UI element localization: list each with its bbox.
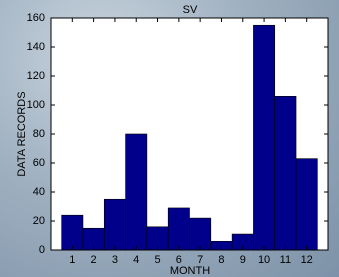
y-tick-label: 80 xyxy=(33,128,45,140)
y-tick-label: 100 xyxy=(27,99,45,111)
x-tick-label: 7 xyxy=(197,254,203,266)
x-tick-label: 9 xyxy=(240,254,246,266)
bar xyxy=(104,199,125,250)
x-tick-label: 8 xyxy=(218,254,224,266)
x-tick-label: 1 xyxy=(69,254,75,266)
bar xyxy=(168,208,189,250)
chart-title: SV xyxy=(183,4,198,16)
y-tick-label: 0 xyxy=(39,244,45,256)
chart: SV MONTH DATA RECORDS 020406080100120140… xyxy=(0,0,339,277)
y-tick-label: 160 xyxy=(27,12,45,24)
bar xyxy=(62,215,83,250)
y-tick-label: 60 xyxy=(33,157,45,169)
y-tick-label: 140 xyxy=(27,41,45,53)
x-tick-label: 10 xyxy=(258,254,270,266)
bar xyxy=(190,218,211,250)
page: {"chart_data": {"type": "bar", "title": … xyxy=(0,0,339,277)
bar xyxy=(253,25,274,250)
x-tick-label: 5 xyxy=(154,254,160,266)
x-axis-label: MONTH xyxy=(170,265,210,277)
y-tick-label: 40 xyxy=(33,186,45,198)
y-tick-label: 20 xyxy=(33,215,45,227)
bar xyxy=(275,96,296,250)
x-tick-label: 3 xyxy=(112,254,118,266)
y-tick-label: 120 xyxy=(27,70,45,82)
x-tick-label: 4 xyxy=(133,254,139,266)
x-tick-label: 6 xyxy=(176,254,182,266)
bar xyxy=(126,134,147,250)
x-tick-label: 2 xyxy=(91,254,97,266)
bar xyxy=(296,159,317,250)
x-tick-label: 12 xyxy=(301,254,313,266)
x-tick-label: 11 xyxy=(280,254,291,266)
